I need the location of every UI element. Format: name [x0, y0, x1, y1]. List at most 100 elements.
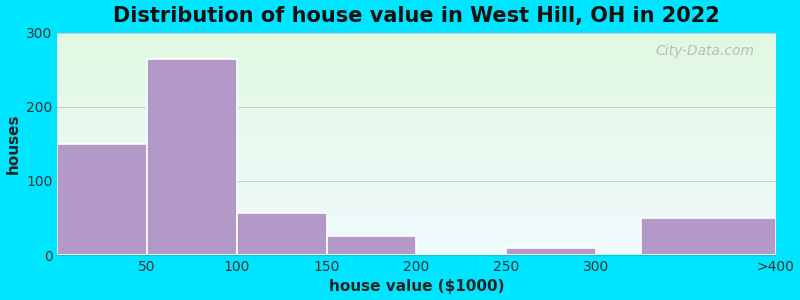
Bar [58, 219, 775, 220]
Bar [58, 197, 775, 198]
Bar [58, 132, 775, 133]
Bar [326, 236, 417, 255]
Bar [58, 248, 775, 249]
Bar [58, 158, 775, 159]
Bar [58, 202, 775, 203]
Bar [58, 222, 775, 223]
Bar [58, 200, 775, 201]
Bar [58, 40, 775, 41]
Bar [58, 126, 775, 127]
Bar [58, 34, 775, 35]
Bar [58, 109, 775, 110]
Bar [58, 151, 775, 152]
Bar [58, 69, 775, 70]
Bar [58, 48, 775, 49]
Bar [58, 86, 775, 87]
Bar [58, 166, 775, 167]
Bar [58, 116, 775, 117]
Bar [58, 199, 775, 200]
Bar [58, 148, 775, 149]
Bar [58, 102, 775, 103]
Bar [58, 106, 775, 107]
Bar [58, 54, 775, 55]
Bar [58, 209, 775, 210]
Bar [58, 161, 775, 162]
Bar [58, 64, 775, 65]
Bar [58, 61, 775, 62]
Bar [58, 94, 775, 95]
Bar [58, 239, 775, 240]
Bar [58, 136, 775, 137]
Bar [58, 114, 775, 115]
Bar [58, 131, 775, 132]
Bar [58, 104, 775, 105]
Bar [58, 223, 775, 224]
Bar [58, 172, 775, 173]
Bar [58, 105, 775, 106]
Bar [58, 83, 775, 84]
Bar [58, 173, 775, 174]
Bar [58, 97, 775, 98]
Bar [58, 235, 775, 236]
Bar [58, 93, 775, 94]
Bar [58, 207, 775, 208]
Bar [58, 216, 775, 217]
Bar [58, 134, 775, 135]
Bar [58, 50, 775, 51]
Bar [58, 174, 775, 175]
Bar [58, 121, 775, 122]
Bar [58, 65, 775, 66]
Bar [58, 58, 775, 59]
Bar [58, 68, 775, 69]
Bar [58, 110, 775, 111]
Bar [58, 187, 775, 188]
Bar [58, 119, 775, 120]
Bar [58, 113, 775, 114]
Bar [58, 76, 775, 77]
Bar [58, 130, 775, 131]
Bar [58, 55, 775, 56]
Bar [58, 171, 775, 172]
Bar [58, 56, 775, 57]
Bar [58, 143, 775, 144]
Bar [58, 44, 775, 45]
Bar [58, 157, 775, 158]
Bar [58, 160, 775, 161]
Bar [58, 195, 775, 196]
Bar [58, 74, 775, 75]
Bar [58, 212, 775, 213]
Bar [58, 133, 775, 134]
Bar [58, 87, 775, 88]
Bar [58, 246, 775, 247]
Bar [58, 244, 775, 245]
Bar [58, 100, 775, 101]
Bar [58, 62, 775, 63]
Bar [58, 72, 775, 73]
Bar [58, 179, 775, 180]
Bar [58, 36, 775, 37]
Bar [58, 217, 775, 218]
Bar [58, 77, 775, 78]
Bar [58, 238, 775, 239]
Bar [58, 92, 775, 93]
Bar [58, 78, 775, 79]
Bar [58, 101, 775, 102]
Bar [58, 81, 775, 82]
Bar [58, 37, 775, 38]
Bar [58, 254, 775, 255]
Bar [506, 248, 596, 255]
Bar [58, 90, 775, 91]
Bar [58, 41, 775, 42]
Bar [58, 107, 775, 108]
Bar [58, 88, 775, 89]
Bar [58, 111, 775, 112]
Bar [58, 159, 775, 160]
Bar [58, 99, 775, 100]
Bar [58, 201, 775, 202]
Bar [58, 73, 775, 74]
Bar [58, 252, 775, 253]
Bar [58, 175, 775, 176]
Bar [58, 43, 775, 44]
Bar [58, 211, 775, 212]
Bar [58, 237, 775, 238]
